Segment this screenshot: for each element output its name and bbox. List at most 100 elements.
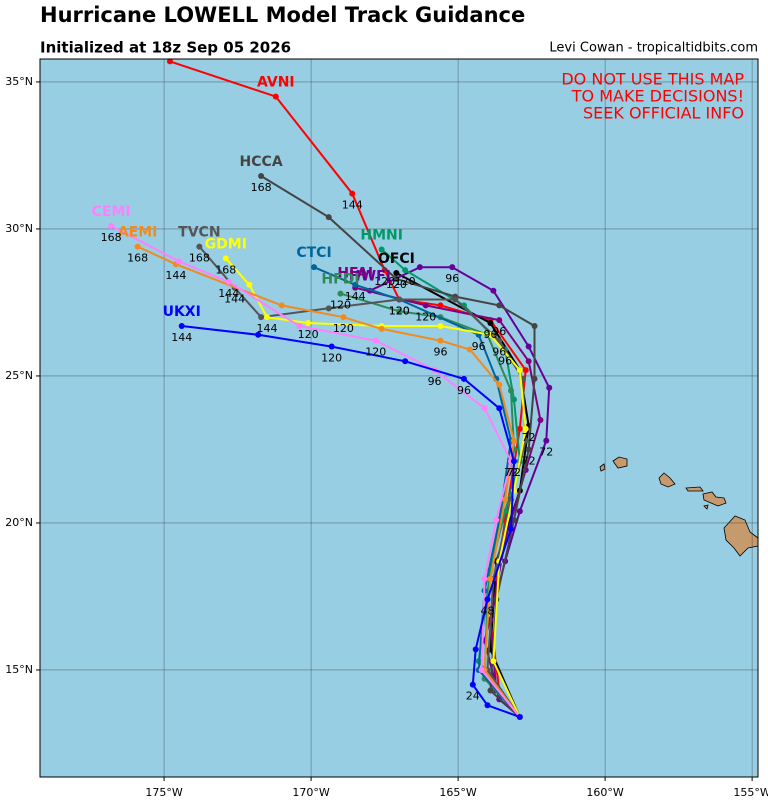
track-point	[246, 281, 253, 288]
hour-label: 72	[539, 446, 553, 459]
track-point	[510, 458, 517, 465]
track-point	[516, 367, 523, 374]
track-point	[484, 702, 491, 709]
x-tick-label: 165°W	[439, 786, 476, 799]
track-point	[496, 302, 503, 309]
track-point	[325, 305, 332, 312]
track-point	[531, 375, 538, 382]
track-point	[481, 575, 488, 582]
hour-label: 168	[251, 181, 272, 194]
hour-label: 120	[365, 346, 386, 359]
model-name: OFCI	[378, 251, 415, 267]
model-name: UKXI	[163, 304, 201, 320]
track-point	[525, 343, 532, 350]
track-point	[378, 246, 385, 253]
track-point	[460, 375, 467, 382]
model-name: HFDI	[321, 272, 359, 288]
hour-label: 168	[127, 252, 148, 265]
hour-label: 96	[483, 328, 497, 341]
hour-label: 144	[165, 269, 186, 282]
hour-label: 120	[333, 322, 354, 335]
hour-label: 120	[395, 275, 416, 288]
hour-label: 72	[504, 466, 518, 479]
hour-label: 144	[218, 287, 239, 300]
hour-label: 96	[433, 346, 447, 359]
track-point	[484, 596, 491, 603]
track-point	[496, 405, 503, 412]
hour-label: 72	[522, 431, 536, 444]
hour-label: 120	[415, 310, 436, 323]
x-tick-label: 170°W	[292, 786, 329, 799]
hour-label: 168	[189, 252, 210, 265]
hour-label: 120	[298, 328, 319, 341]
track-point	[516, 714, 523, 721]
track-point	[325, 214, 332, 221]
track-point	[531, 322, 538, 329]
model-name: HCCA	[240, 154, 283, 170]
track-point	[437, 337, 444, 344]
hour-label: 96	[428, 375, 442, 388]
hour-label: 72	[507, 466, 521, 479]
track-point	[508, 387, 515, 394]
track-point	[225, 278, 232, 285]
track-point	[490, 658, 497, 665]
grid	[40, 59, 758, 777]
plot-frame	[39, 58, 759, 778]
track-point	[393, 270, 400, 277]
track-point	[478, 666, 485, 673]
track-point	[263, 314, 270, 321]
track-point	[349, 190, 356, 197]
chart-title: Hurricane LOWELL Model Track Guidance	[40, 3, 525, 27]
track-point	[175, 258, 182, 265]
track-point	[546, 384, 553, 391]
model-name: AEMI	[118, 225, 158, 241]
track-point	[496, 317, 503, 324]
hour-label: 96	[457, 384, 471, 397]
track-point	[340, 314, 347, 321]
hour-label: 96	[472, 340, 486, 353]
hour-label: 144	[171, 331, 192, 344]
island	[612, 456, 628, 469]
track-point	[393, 275, 400, 282]
track-point	[255, 331, 262, 338]
credit: Levi Cowan - tropicaltidbits.com	[549, 41, 758, 56]
track-point	[134, 243, 141, 250]
model-name: AVNI	[257, 75, 295, 91]
island	[702, 491, 727, 507]
track-point	[543, 437, 550, 444]
tracks	[108, 58, 553, 721]
hour-label: 120	[386, 278, 407, 291]
hour-label: 168	[215, 263, 236, 276]
track-point	[487, 687, 494, 694]
hour-label: 168	[101, 231, 122, 244]
track-point	[481, 405, 488, 412]
track-point	[493, 517, 500, 524]
track-point	[472, 646, 479, 653]
hour-label: 48	[481, 604, 495, 617]
hour-label: 144	[345, 290, 366, 303]
track-point	[272, 93, 279, 100]
hour-label: 120	[389, 305, 410, 318]
y-tick-label: 15°N	[5, 663, 33, 676]
hour-label: 120	[374, 275, 395, 288]
track-point	[278, 302, 285, 309]
track-point	[508, 525, 515, 532]
track-point	[537, 417, 544, 424]
labels: 120144AVNI7296120OFCI7296HWFI96120HMNI96…	[92, 75, 554, 703]
x-tick-label: 160°W	[586, 786, 623, 799]
track-point	[222, 255, 229, 262]
track-point	[422, 302, 429, 309]
track-point	[378, 325, 385, 332]
hour-label: 144	[342, 199, 363, 212]
track-point	[178, 322, 185, 329]
hour-label: 24	[466, 690, 480, 703]
track-point	[352, 281, 359, 288]
track-point	[525, 358, 532, 365]
track-point	[449, 264, 456, 271]
hour-label: 120	[330, 299, 351, 312]
y-tick-label: 20°N	[5, 516, 33, 529]
model-name: CEMI	[92, 204, 131, 220]
model-name: CTCI	[296, 245, 331, 261]
